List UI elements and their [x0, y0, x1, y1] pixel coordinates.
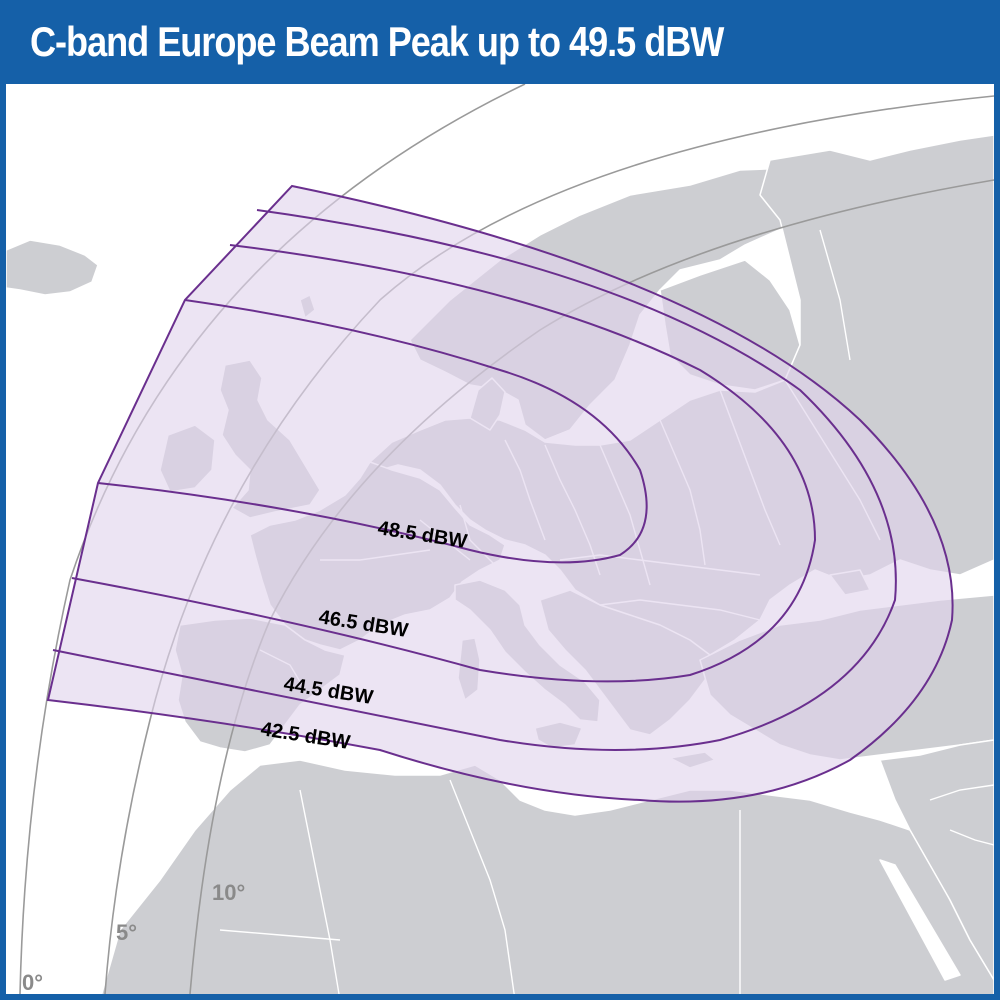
- map-title: C-band Europe Beam Peak up to 49.5 dBW: [30, 18, 724, 65]
- contour-48-5: [97, 299, 648, 564]
- land-sinai-gap: [879, 859, 961, 981]
- contour-46-5: [71, 244, 817, 683]
- land-levant: [879, 739, 994, 981]
- elevation-label-10: 10°: [212, 880, 245, 905]
- elevation-label-5: 5°: [116, 920, 137, 945]
- contour-44-5: [52, 209, 897, 751]
- beam-contours: [46, 184, 954, 803]
- elevation-labels: 0° 5° 10°: [22, 880, 245, 994]
- coverage-map-svg: 48.5 dBW 46.5 dBW 44.5 dBW 42.5 dBW 0° 5…: [6, 84, 994, 994]
- land-iceland: [6, 239, 99, 296]
- land-north-africa: [100, 759, 994, 994]
- contour-42-5: [46, 184, 954, 803]
- coverage-map: 48.5 dBW 46.5 dBW 44.5 dBW 42.5 dBW 0° 5…: [6, 84, 994, 994]
- elevation-label-0: 0°: [22, 970, 43, 994]
